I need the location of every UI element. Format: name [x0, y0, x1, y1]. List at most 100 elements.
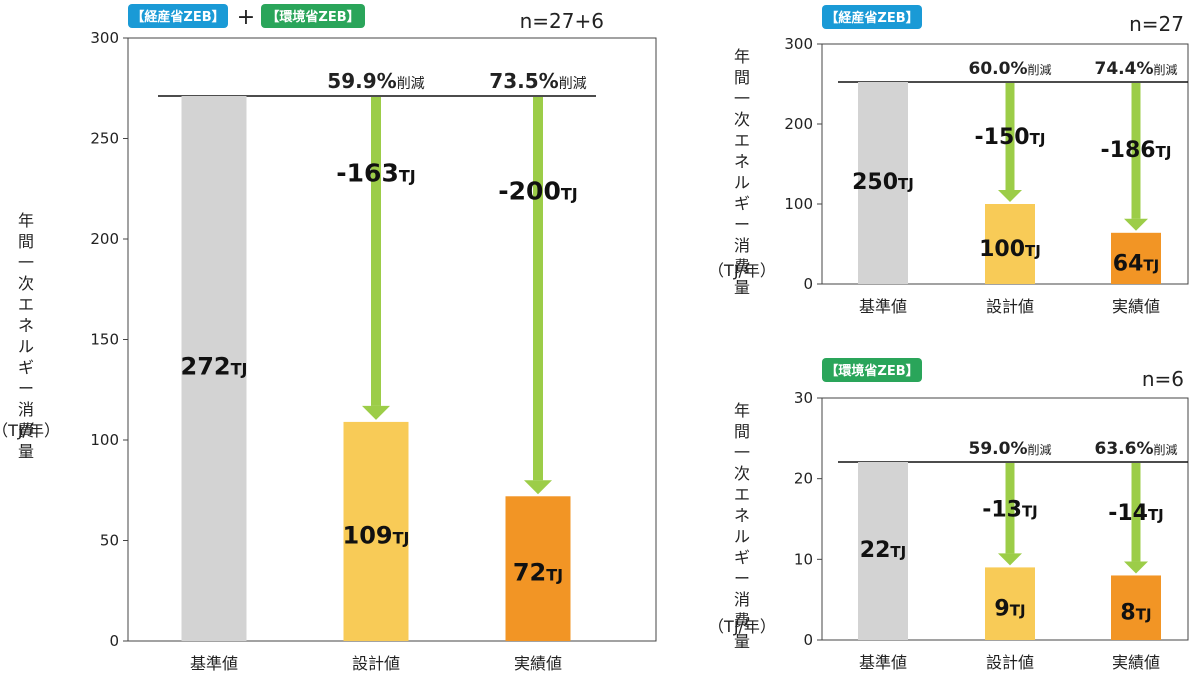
bar-value-label: 272TJ [181, 353, 248, 381]
reduction-amount-label: -13TJ [982, 498, 1038, 523]
bar-value-number: 64 [1113, 251, 1144, 276]
y-axis-label-char: ル [734, 527, 750, 546]
reduction-amount-label: -150TJ [975, 125, 1046, 150]
reduction-arrow-shaft [1131, 463, 1141, 562]
bar-value-unit: TJ [546, 566, 563, 585]
y-axis-label-char: 一 [734, 443, 750, 462]
badge-text: 【経産省ZEB】 [825, 10, 918, 26]
bar-value-unit: TJ [1025, 242, 1041, 260]
y-axis-label-char: ル [734, 173, 750, 192]
bar-value-unit: TJ [890, 543, 906, 561]
y-tick-label: 300 [784, 35, 813, 53]
category-label: 実績値 [1112, 297, 1160, 316]
reduction-amount-unit: TJ [1148, 506, 1164, 524]
reduction-suffix: 削減 [559, 75, 587, 92]
y-axis-label-char: エ [18, 295, 34, 314]
bar-value-label: 72TJ [513, 559, 563, 587]
bar-actual [1111, 232, 1161, 284]
reduction-arrow-head [362, 405, 390, 420]
bar-baseline [858, 82, 908, 284]
category-label: 設計値 [986, 653, 1034, 672]
reduction-percent-value: 74.4% [1095, 59, 1154, 79]
reduction-arrow-shaft [371, 97, 381, 406]
reduction-percent-label: 74.4%削減 [1095, 59, 1178, 79]
bar-value-label: 100TJ [979, 237, 1041, 262]
plus-sign: + [237, 5, 255, 30]
category-label: 実績値 [1112, 653, 1160, 672]
y-axis-label-char: 間 [18, 232, 34, 251]
y-axis-label-char: 次 [734, 110, 750, 129]
y-axis-label-char: 次 [18, 274, 34, 293]
bar-baseline [858, 462, 908, 640]
y-tick-label: 30 [794, 389, 813, 407]
reduction-percent-label: 59.0%削減 [969, 439, 1052, 459]
reduction-suffix: 削減 [1153, 442, 1177, 457]
y-tick-label: 250 [90, 130, 119, 148]
y-axis-label-char: 年 [734, 401, 750, 420]
reduction-amount-label: -14TJ [1108, 501, 1164, 526]
badge-background [822, 5, 922, 29]
bar-value-number: 272 [181, 353, 231, 381]
y-tick-label: 100 [90, 431, 119, 449]
reduction-amount-unit: TJ [561, 185, 578, 204]
y-axis-label-char: 消 [18, 400, 34, 419]
y-axis-label-char: 次 [734, 464, 750, 483]
reduction-suffix: 削減 [397, 75, 425, 92]
reduction-percent-value: 59.9% [327, 69, 396, 93]
badge-text: 【環境省ZEB】 [266, 9, 359, 25]
y-tick-label: 0 [803, 631, 813, 649]
reduction-percent-value: 63.6% [1095, 439, 1154, 459]
reduction-arrow-head [998, 553, 1022, 566]
reduction-amount-label: -186TJ [1101, 138, 1172, 163]
bar-baseline [181, 96, 247, 641]
y-axis-label-char: ギ [734, 194, 750, 213]
y-tick-label: 150 [90, 331, 119, 349]
category-label: 設計値 [986, 297, 1034, 316]
reduction-arrow-shaft [1005, 463, 1015, 554]
reduction-percent-label: 73.5%削減 [489, 69, 586, 93]
reduction-amount-unit: TJ [1030, 130, 1046, 148]
reduction-amount-unit: TJ [1156, 143, 1172, 161]
bar-design [343, 421, 409, 641]
y-axis-label-char: 年 [18, 211, 34, 230]
reduction-arrow-shaft [1005, 83, 1015, 190]
reduction-amount-unit: TJ [1022, 503, 1038, 521]
badge-background [261, 4, 365, 28]
bar-value-unit: TJ [1136, 606, 1152, 624]
y-axis-label-char: 量 [734, 278, 750, 297]
y-axis-label-char: ー [18, 379, 34, 398]
y-tick-label: 100 [784, 195, 813, 213]
bar-value-unit: TJ [393, 528, 410, 547]
y-tick-label: 300 [90, 29, 119, 47]
reduction-amount-number: -14 [1108, 501, 1148, 526]
reduction-amount-unit: TJ [399, 167, 416, 186]
category-label: 設計値 [352, 654, 400, 673]
badge-meti: 【経産省ZEB】 [822, 5, 922, 29]
y-tick-label: 200 [90, 230, 119, 248]
chart-panel-2: 0100200300250TJ基準値100TJ-150TJ60.0%削減設計値6… [708, 5, 1189, 316]
y-tick-label: 200 [784, 115, 813, 133]
sample-size-label: n=27 [1129, 12, 1184, 36]
y-axis-label-char: 間 [734, 68, 750, 87]
y-axis-label-char: エ [734, 485, 750, 504]
bar-design [985, 567, 1035, 640]
bar-value-label: 22TJ [860, 538, 906, 563]
badge-background [822, 358, 922, 382]
chart-panel-3: 010203022TJ基準値9TJ-13TJ59.0%削減設計値8TJ-14TJ… [708, 358, 1189, 672]
chart-panel-1: 050100150200250300272TJ基準値109TJ-163TJ59.… [0, 4, 657, 673]
reduction-suffix: 削減 [1027, 442, 1051, 457]
y-axis-label-char: ギ [18, 358, 34, 377]
reduction-amount-number: -150 [975, 125, 1030, 150]
y-tick-label: 20 [794, 470, 813, 488]
reduction-arrow-head [1124, 561, 1148, 574]
bar-value-label: 8TJ [1120, 601, 1151, 626]
reduction-amount-number: -200 [498, 177, 561, 206]
reduction-amount-label: -200TJ [498, 177, 577, 206]
bar-value-number: 8 [1120, 601, 1135, 626]
y-axis-label-char: 消 [734, 590, 750, 609]
category-label: 実績値 [514, 654, 562, 673]
badge-text: 【経産省ZEB】 [131, 9, 224, 25]
